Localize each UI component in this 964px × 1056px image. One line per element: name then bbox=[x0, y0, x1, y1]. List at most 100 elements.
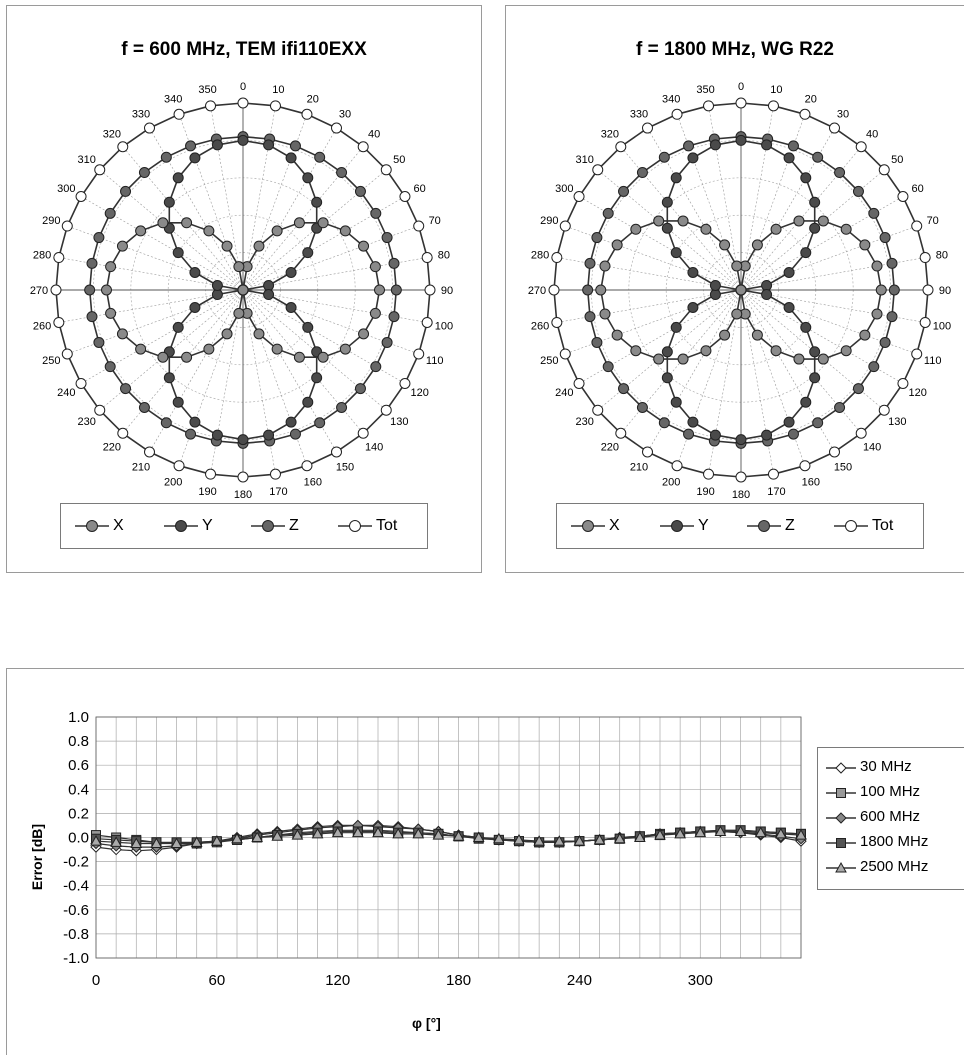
series-point bbox=[751, 329, 763, 341]
series-point bbox=[211, 289, 223, 301]
series-point bbox=[263, 139, 275, 151]
series-point bbox=[233, 307, 245, 319]
legend-symbol bbox=[75, 520, 109, 532]
series-point bbox=[834, 401, 846, 413]
series-point bbox=[271, 830, 284, 841]
series-point bbox=[871, 260, 883, 272]
polar-radial-line bbox=[578, 289, 742, 384]
error-line-chart-panel: 1.0 0.8 0.6 0.4 0.2 0.0 -0.2 -0.4 -0.6 -0.8 -1.0 0 6… bbox=[6, 668, 964, 1055]
series-point bbox=[116, 240, 128, 252]
series-point bbox=[205, 468, 217, 480]
series-point bbox=[683, 428, 695, 440]
series-point bbox=[812, 417, 824, 429]
series-point bbox=[253, 328, 265, 340]
series-point bbox=[783, 267, 795, 279]
series-point bbox=[793, 215, 805, 227]
series-point bbox=[886, 311, 898, 323]
series-point bbox=[595, 284, 607, 296]
polar-angle-tick-label: 30 bbox=[837, 108, 849, 120]
polar-angle-tick-label: 230 bbox=[78, 416, 96, 428]
series-point bbox=[150, 837, 163, 849]
series-point bbox=[573, 835, 586, 846]
legend-symbol bbox=[164, 520, 198, 532]
series-point bbox=[735, 97, 747, 109]
series-point bbox=[751, 239, 763, 251]
legend-symbol bbox=[338, 520, 372, 532]
series-point bbox=[878, 404, 890, 416]
series-point bbox=[221, 240, 233, 252]
series-z bbox=[582, 131, 900, 449]
polar-angle-tick-label: 100 bbox=[435, 320, 453, 332]
series-point bbox=[130, 837, 143, 849]
series-point bbox=[703, 468, 715, 480]
series-point bbox=[809, 196, 821, 208]
legend-symbol bbox=[826, 861, 856, 873]
series-point bbox=[599, 260, 611, 272]
polar-radial-line bbox=[556, 257, 742, 291]
polar-chart-600mhz-panel: f = 600 MHz, TEM ifi110EXX 0 10 20 30 40 50 60… bbox=[6, 5, 482, 573]
series-point bbox=[683, 140, 695, 152]
series-point bbox=[94, 164, 106, 176]
polar-angle-tick-label: 50 bbox=[891, 154, 903, 166]
polar-angle-tick-label: 180 bbox=[234, 489, 252, 501]
series-point bbox=[331, 122, 342, 134]
x-tick-label: 120 bbox=[325, 972, 350, 989]
series-point bbox=[599, 308, 611, 320]
series-point bbox=[357, 141, 369, 153]
series-point bbox=[311, 827, 324, 839]
polar-radial-line bbox=[242, 225, 419, 291]
series-point bbox=[185, 140, 197, 152]
series-point bbox=[189, 152, 201, 164]
series-point bbox=[317, 351, 329, 363]
series-point bbox=[421, 252, 433, 264]
polar-radial-line bbox=[242, 289, 308, 466]
series-point bbox=[233, 261, 245, 273]
series-point bbox=[413, 220, 425, 232]
legend-label: X bbox=[609, 517, 620, 534]
series-point bbox=[237, 134, 249, 146]
polar-radial-line bbox=[178, 114, 244, 291]
series-point bbox=[875, 284, 887, 296]
chart-title: f = 1800 MHz, WG R22 bbox=[636, 39, 834, 60]
polar-radial-line bbox=[740, 105, 774, 291]
y-tick-label: -0.2 bbox=[63, 854, 89, 871]
series-point bbox=[173, 460, 185, 472]
polar-angle-tick-label: 60 bbox=[414, 183, 426, 195]
series-point bbox=[879, 336, 891, 348]
series-point bbox=[800, 396, 812, 408]
polar-angle-tick-label: 130 bbox=[888, 416, 906, 428]
series-point bbox=[671, 108, 683, 120]
series-point bbox=[812, 151, 824, 163]
polar-plot-area: 0 10 20 30 40 50 60 70 80 90 100 110 120 130 140 150 160… bbox=[528, 81, 951, 501]
polar-radial-line bbox=[149, 289, 244, 453]
polar-angle-tick-label: 220 bbox=[601, 441, 619, 453]
polar-angle-tick-label: 150 bbox=[834, 462, 852, 474]
polar-angle-tick-label: 250 bbox=[540, 355, 558, 367]
polar-angle-tick-label: 330 bbox=[630, 108, 648, 120]
legend-label: Tot bbox=[872, 517, 894, 534]
series-point bbox=[799, 460, 811, 472]
series-point bbox=[203, 225, 215, 237]
legend-symbol bbox=[251, 520, 285, 532]
series-x bbox=[595, 215, 887, 365]
polar-angle-tick-label: 70 bbox=[429, 215, 441, 227]
series-point bbox=[105, 307, 117, 319]
polar-radial-line bbox=[740, 225, 917, 291]
chart-title: f = 600 MHz, TEM ifi110EXX bbox=[121, 39, 367, 60]
series-point bbox=[615, 427, 627, 439]
series-point bbox=[339, 343, 351, 355]
series-point bbox=[671, 460, 683, 472]
polar-angle-tick-label: 280 bbox=[531, 250, 549, 262]
series-point bbox=[602, 207, 614, 219]
series-point bbox=[181, 351, 193, 363]
polar-radial-line bbox=[740, 196, 904, 291]
polar-angle-tick-label: 240 bbox=[57, 387, 75, 399]
series-point bbox=[380, 164, 392, 176]
series-point bbox=[592, 164, 604, 176]
series-point bbox=[783, 416, 795, 428]
series-point bbox=[852, 185, 864, 197]
legend-symbol bbox=[834, 520, 868, 532]
series-point bbox=[835, 812, 847, 824]
polar-angle-tick-label: 290 bbox=[540, 215, 558, 227]
series-point bbox=[388, 311, 400, 323]
